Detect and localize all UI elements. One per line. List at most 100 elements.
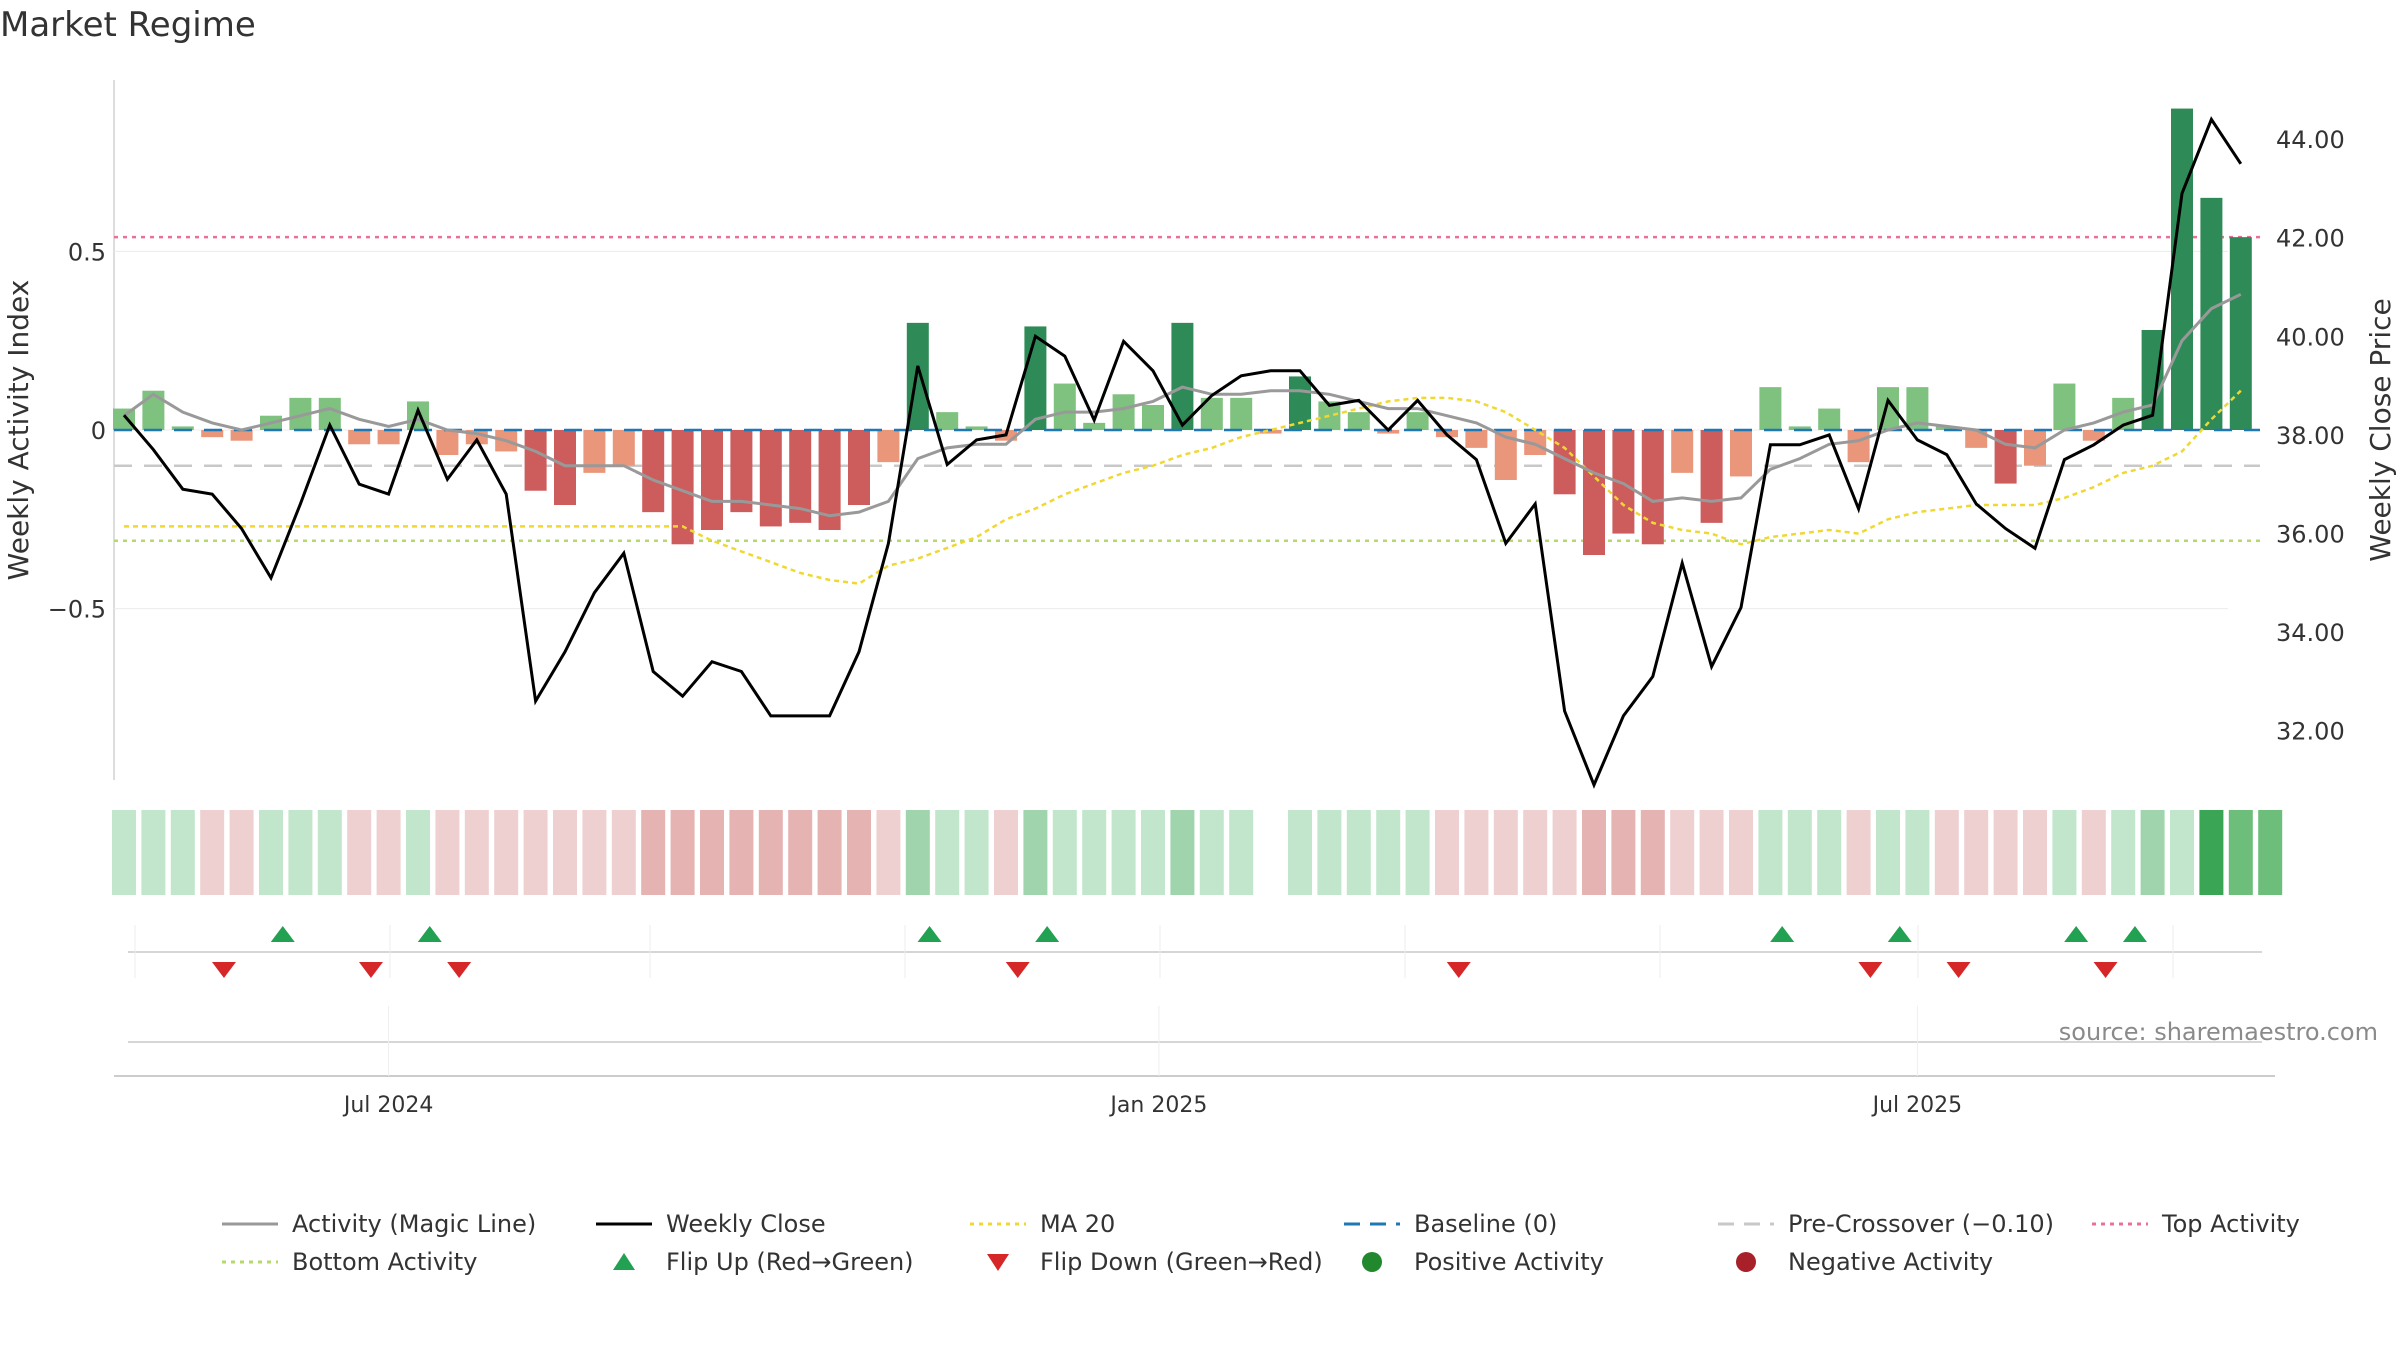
regime-cell <box>876 810 901 895</box>
regime-cell <box>2258 810 2283 895</box>
activity-bar <box>730 430 753 513</box>
activity-bar <box>1318 401 1341 430</box>
regime-cell <box>1052 810 1077 895</box>
regime-cell <box>1346 810 1371 895</box>
right-tick-label: 40.00 <box>2276 323 2345 351</box>
regime-cell <box>1493 810 1518 895</box>
activity-bar <box>1788 426 1811 430</box>
flip-down-marker <box>1005 962 1030 978</box>
regime-cell <box>406 810 430 895</box>
regime-cell <box>1934 810 1959 895</box>
regime-cell <box>1846 810 1871 895</box>
regime-cell <box>553 810 577 895</box>
regime-cell <box>1964 810 1989 895</box>
flip-down-marker <box>2093 962 2118 978</box>
legend-label: Flip Down (Green→Red) <box>1040 1248 1323 1276</box>
activity-bar <box>142 390 165 430</box>
left-tick-label: 0.5 <box>68 238 106 266</box>
regime-cell <box>376 810 401 895</box>
regime-cell <box>964 810 989 895</box>
right-tick-label: 36.00 <box>2276 521 2345 549</box>
activity-bar <box>1847 430 1870 463</box>
regime-cell <box>935 810 960 895</box>
flip-up-marker <box>1770 926 1795 942</box>
regime-cell <box>1170 810 1195 895</box>
activity-bar <box>1230 397 1253 430</box>
flip-up-marker <box>1035 926 1060 942</box>
regime-cell <box>700 810 724 895</box>
legend-item: Baseline (0) <box>1344 1210 1557 1238</box>
flip-up-marker <box>2064 926 2089 942</box>
activity-bar <box>1965 430 1988 448</box>
regime-cell <box>994 810 1018 895</box>
legend-label: MA 20 <box>1040 1210 1115 1238</box>
legend-label: Baseline (0) <box>1414 1210 1557 1238</box>
source-note: source: sharemaestro.com <box>2059 1018 2378 1046</box>
activity-bar <box>1259 430 1282 434</box>
legend-item: Pre-Crossover (−0.10) <box>1718 1210 2054 1238</box>
activity-bar <box>1112 394 1135 430</box>
activity-bar <box>1935 426 1958 430</box>
activity-bar <box>1347 412 1370 430</box>
regime-cell <box>847 810 871 895</box>
legend: Activity (Magic Line) Weekly Close MA 20 Ba… <box>222 1210 2300 1276</box>
activity-bar <box>848 430 870 505</box>
activity-bar <box>1083 422 1106 430</box>
activity-bar <box>1994 430 2017 484</box>
regime-cell <box>2081 810 2106 895</box>
activity-bar <box>936 412 959 430</box>
activity-bar <box>1406 412 1429 430</box>
right-tick-label: 42.00 <box>2276 225 2345 253</box>
regime-cell <box>1817 810 1842 895</box>
regime-cell <box>170 810 195 895</box>
flip-down-marker <box>1858 962 1883 978</box>
legend-item: Negative Activity <box>1736 1248 1993 1276</box>
activity-bar <box>1053 383 1076 430</box>
legend-item: Flip Down (Green→Red) <box>987 1248 1323 1276</box>
regime-cell <box>2140 810 2165 895</box>
legend-swatch <box>987 1254 1009 1271</box>
activity-bar <box>671 430 694 545</box>
activity-bar <box>1583 430 1605 555</box>
flip-down-marker <box>211 962 236 978</box>
activity-bar <box>965 426 988 430</box>
regime-cell <box>1141 810 1165 895</box>
left-tick-label: −0.5 <box>48 596 106 624</box>
regime-cell <box>1405 810 1430 895</box>
legend-swatch <box>1736 1252 1756 1272</box>
regime-cell <box>582 810 607 895</box>
legend-swatch <box>1362 1252 1382 1272</box>
legend-label: Activity (Magic Line) <box>292 1210 536 1238</box>
ma20-line <box>124 389 2242 585</box>
regime-cell <box>905 810 930 895</box>
regime-cell <box>1111 810 1136 895</box>
regime-cell <box>200 810 225 895</box>
regime-cell <box>1729 810 1753 895</box>
regime-cell <box>1758 810 1783 895</box>
activity-bar <box>1494 430 1517 480</box>
activity-bar <box>1553 430 1576 495</box>
legend-item: Activity (Magic Line) <box>222 1210 536 1238</box>
activity-bar <box>2229 237 2252 430</box>
left-axis-label: Weekly Activity Index <box>2 280 35 581</box>
activity-bar <box>583 430 606 473</box>
chart-title: Market Regime <box>0 5 256 45</box>
legend-label: Negative Activity <box>1788 1248 1993 1276</box>
regime-cell <box>788 810 813 895</box>
right-tick-label: 32.00 <box>2276 718 2345 746</box>
activity-bar <box>877 430 900 463</box>
activity-bar <box>1171 322 1194 430</box>
legend-item: Flip Up (Red→Green) <box>613 1248 914 1276</box>
flip-down-marker <box>1946 962 1971 978</box>
regime-cell <box>1611 810 1636 895</box>
activity-bar <box>1465 430 1488 448</box>
activity-bar <box>113 408 135 430</box>
regime-cell <box>1023 810 1048 895</box>
regime-cell <box>1640 810 1665 895</box>
flip-down-marker <box>1446 962 1471 978</box>
regime-strip <box>112 810 2283 895</box>
legend-swatch <box>613 1253 635 1270</box>
activity-bar <box>1641 430 1664 545</box>
regime-cell <box>2052 810 2077 895</box>
regime-cell <box>494 810 519 895</box>
